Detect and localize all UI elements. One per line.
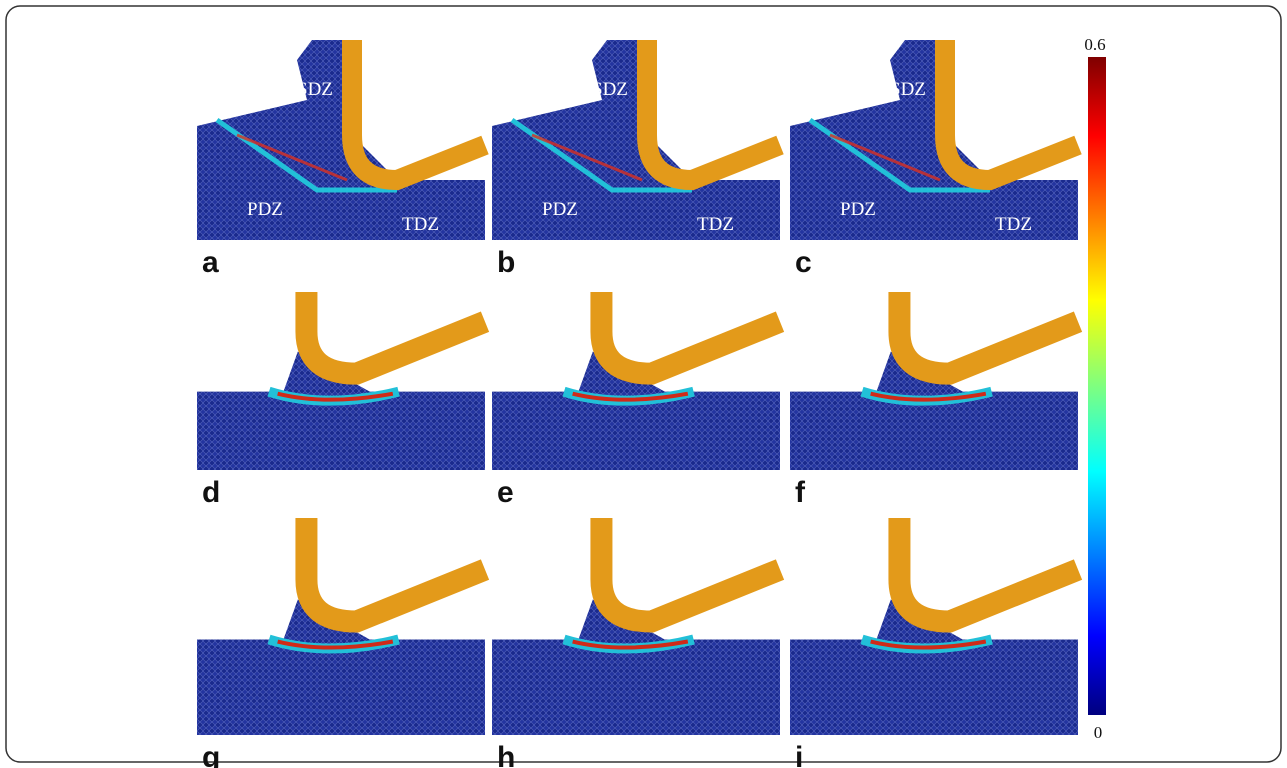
panel-label: a	[202, 246, 219, 279]
panel-label: f	[795, 476, 806, 509]
tool	[601, 292, 780, 374]
colorbar-max: 0.6	[1084, 35, 1105, 54]
panel-label: g	[202, 741, 220, 768]
zone-label: PDZ	[840, 199, 876, 220]
panel: SDZ PDZ TDZ	[197, 40, 485, 240]
tool	[899, 292, 1078, 374]
figure: 0.6 0 SDZ PDZ TDZ a SDZ PDZ TDZ b SDZ PDZ TDZ c d e f g…	[0, 0, 1287, 768]
zone-label: PDZ	[247, 199, 283, 220]
zone-label: SDZ	[592, 79, 628, 100]
panel-label: i	[795, 741, 803, 768]
tool	[899, 518, 1078, 622]
zone-label: PDZ	[542, 199, 578, 220]
panel	[492, 518, 780, 735]
tool	[306, 292, 485, 374]
workpiece	[492, 40, 780, 240]
tool	[601, 518, 780, 622]
panel-label: d	[202, 476, 220, 509]
panel	[790, 292, 1078, 470]
zone-label: TDZ	[697, 214, 734, 235]
panel	[197, 292, 485, 470]
workpiece	[197, 40, 485, 240]
panel-label: e	[497, 476, 514, 509]
zone-label: TDZ	[995, 214, 1032, 235]
panel: SDZ PDZ TDZ	[492, 40, 780, 240]
tool	[306, 518, 485, 622]
colorbar-min: 0	[1094, 723, 1103, 742]
zone-label: SDZ	[297, 79, 333, 100]
colorbar	[1088, 57, 1106, 715]
panel: SDZ PDZ TDZ	[790, 40, 1078, 240]
panel	[492, 292, 780, 470]
panel-label: h	[497, 741, 515, 768]
workpiece	[790, 40, 1078, 240]
panel-label: b	[497, 246, 515, 279]
panel	[790, 518, 1078, 735]
zone-label: TDZ	[402, 214, 439, 235]
zone-label: SDZ	[890, 79, 926, 100]
panel-label: c	[795, 246, 812, 279]
panel	[197, 518, 485, 735]
